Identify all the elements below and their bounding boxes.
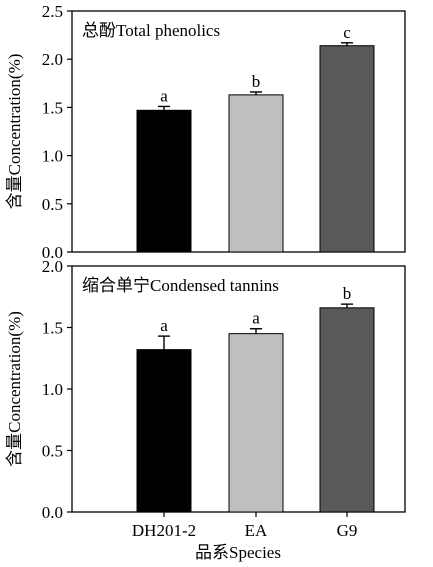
panel-title: 缩合单宁Condensed tannins	[82, 276, 279, 295]
y-axis-label: 含量Concentration(%)	[5, 54, 24, 210]
y-tick-label: 2.0	[42, 50, 63, 69]
y-tick-label: 2.0	[42, 257, 63, 276]
bar-EA	[228, 94, 284, 253]
y-tick-label: 1.0	[42, 380, 63, 399]
y-tick-label: 0.5	[42, 195, 63, 214]
bar-EA	[228, 333, 284, 513]
y-tick-label: 0.0	[42, 503, 63, 522]
significance-letter: b	[343, 284, 352, 303]
x-tick-label: EA	[245, 521, 268, 540]
y-tick-label: 2.5	[42, 2, 63, 21]
significance-letter: a	[160, 86, 168, 105]
x-tick-label: G9	[337, 521, 358, 540]
bar-G9	[319, 45, 375, 253]
bar-DH201-2	[136, 349, 192, 513]
y-tick-label: 0.5	[42, 442, 63, 461]
y-tick-label: 1.5	[42, 98, 63, 117]
y-tick-label: 1.0	[42, 147, 63, 166]
significance-letter: c	[343, 23, 351, 42]
x-tick-label: DH201-2	[132, 521, 196, 540]
significance-letter: a	[160, 316, 168, 335]
significance-letter: b	[252, 72, 261, 91]
y-axis-label: 含量Concentration(%)	[5, 311, 24, 467]
y-tick-label: 1.5	[42, 319, 63, 338]
x-axis-label: 品系Species	[195, 543, 281, 562]
bar-G9	[319, 307, 375, 513]
panel-title: 总酚Total phenolics	[82, 21, 220, 40]
significance-letter: a	[252, 309, 260, 328]
y-tick-label: 0.0	[42, 243, 63, 262]
bar-DH201-2	[136, 109, 192, 253]
